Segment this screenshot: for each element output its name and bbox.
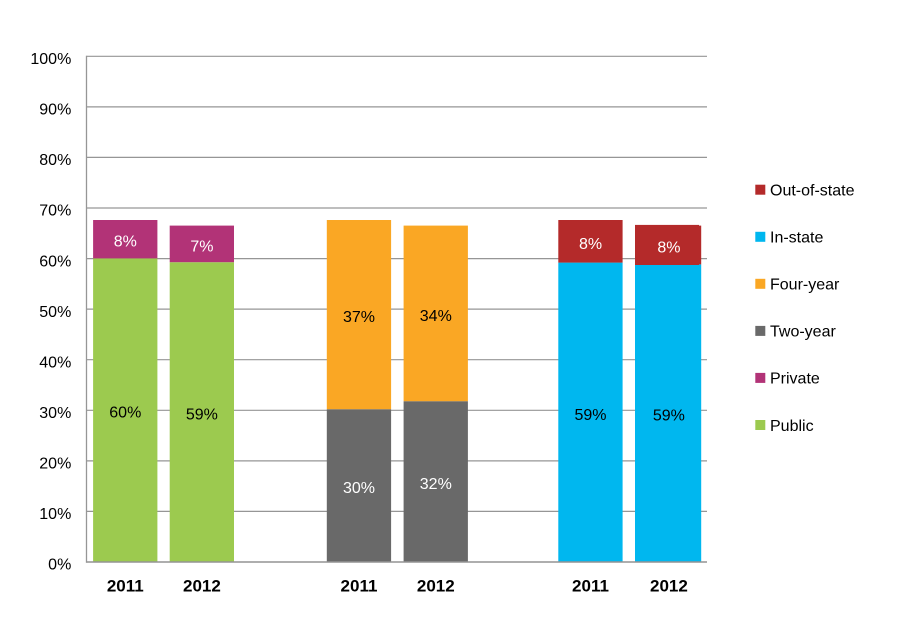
svg-text:30%: 30% xyxy=(343,480,375,497)
svg-text:40%: 40% xyxy=(39,354,71,371)
svg-text:20%: 20% xyxy=(39,456,71,473)
svg-text:80%: 80% xyxy=(39,152,71,169)
svg-text:50%: 50% xyxy=(39,304,71,321)
svg-text:Four-year: Four-year xyxy=(770,277,840,294)
svg-text:2012: 2012 xyxy=(417,576,455,595)
svg-text:8%: 8% xyxy=(579,236,602,253)
svg-text:2011: 2011 xyxy=(341,576,378,595)
svg-text:2011: 2011 xyxy=(572,576,609,595)
svg-text:32%: 32% xyxy=(420,476,452,493)
svg-text:Out-of-state: Out-of-state xyxy=(770,183,855,200)
svg-text:2012: 2012 xyxy=(183,576,221,595)
svg-text:90%: 90% xyxy=(39,102,71,119)
svg-text:37%: 37% xyxy=(343,309,375,326)
svg-text:Private: Private xyxy=(770,371,820,388)
svg-text:Public: Public xyxy=(770,418,814,435)
svg-text:60%: 60% xyxy=(39,253,71,270)
svg-text:59%: 59% xyxy=(574,407,606,424)
svg-text:8%: 8% xyxy=(114,234,137,251)
svg-text:100%: 100% xyxy=(30,51,71,68)
svg-text:7%: 7% xyxy=(190,238,213,255)
svg-text:60%: 60% xyxy=(109,405,141,422)
svg-text:34%: 34% xyxy=(420,308,452,325)
svg-text:Two-year: Two-year xyxy=(770,324,836,341)
svg-text:2012: 2012 xyxy=(650,576,688,595)
svg-text:59%: 59% xyxy=(653,408,685,425)
svg-text:30%: 30% xyxy=(39,405,71,422)
svg-text:70%: 70% xyxy=(39,203,71,220)
svg-text:10%: 10% xyxy=(39,506,71,523)
svg-text:59%: 59% xyxy=(186,407,218,424)
svg-text:2011: 2011 xyxy=(107,576,144,595)
svg-text:8%: 8% xyxy=(657,240,680,257)
svg-text:0%: 0% xyxy=(48,557,71,574)
svg-text:In-state: In-state xyxy=(770,230,823,247)
